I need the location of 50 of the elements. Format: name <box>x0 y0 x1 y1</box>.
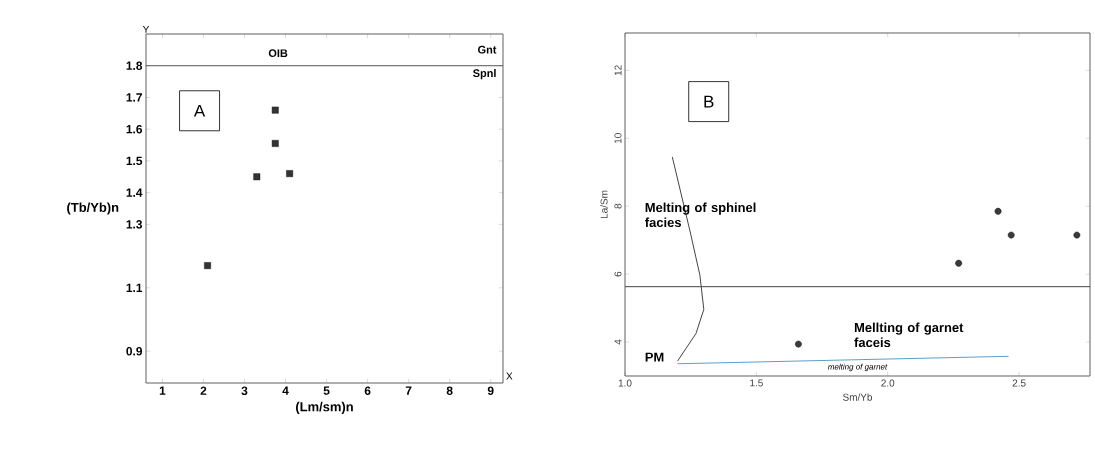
x-tick-label: 6 <box>364 386 371 395</box>
y-tick-label: 1.5 <box>126 156 143 166</box>
x-tick-label: 2.0 <box>881 379 895 387</box>
x-tick-label: 4 <box>282 386 289 395</box>
x-tick-label: 1.5 <box>750 379 763 387</box>
annotation: Mellting of garnet faceis <box>854 322 964 348</box>
y-tick-label: 1.8 <box>126 61 143 70</box>
x-tick-label: 8 <box>446 386 453 395</box>
point <box>1073 231 1081 239</box>
annotation: Gnt <box>478 45 497 54</box>
point <box>204 262 211 269</box>
x-tick-label: 1.0 <box>618 379 632 387</box>
point <box>1007 231 1015 239</box>
x-tick-label: 1 <box>159 386 166 395</box>
annotation: B <box>704 95 714 108</box>
x-tick-label: 9 <box>487 386 494 395</box>
x-tick-label: 5 <box>323 386 330 395</box>
point <box>253 173 261 181</box>
annotation: Spnl <box>473 69 496 80</box>
y-tick-label: 0.9 <box>126 347 143 356</box>
text: Y <box>142 25 150 33</box>
x-tick-label: 3 <box>241 386 248 396</box>
y-tick-label: 1.3 <box>126 220 143 229</box>
y-tick-label: 6 <box>614 271 622 277</box>
x-tick-label: 2 <box>200 386 207 395</box>
y-tick-label: 8 <box>614 203 622 209</box>
y-tick-label: 1.1 <box>126 283 143 292</box>
x-axis-title: (Lm/sm)n <box>296 401 353 414</box>
point <box>955 259 963 267</box>
x-tick-label: 7 <box>405 386 412 395</box>
annotation: A <box>193 104 206 117</box>
text: X <box>506 372 513 380</box>
point <box>795 340 802 348</box>
point <box>286 170 294 177</box>
y-tick-label: 12 <box>614 65 622 76</box>
y-tick-label: 10 <box>614 133 622 144</box>
point <box>271 140 279 147</box>
y-tick-label: 1.6 <box>126 124 143 134</box>
x-tick-label: 2.5 <box>1012 379 1026 387</box>
annotation: PM <box>645 352 664 362</box>
y-tick-label: 1.4 <box>126 188 143 197</box>
annotation: OIB <box>268 49 288 58</box>
y-axis-title: La/Sm <box>600 190 608 219</box>
point <box>271 106 279 114</box>
annotation: Melting of sphinel facies <box>645 202 756 228</box>
y-axis-title: (Tb/Yb)n <box>67 202 119 215</box>
point <box>994 207 1002 215</box>
y-tick-label: 1.7 <box>126 93 142 102</box>
x-axis-title: Sm/Yb <box>843 393 873 401</box>
y-tick-label: 4 <box>614 339 622 345</box>
